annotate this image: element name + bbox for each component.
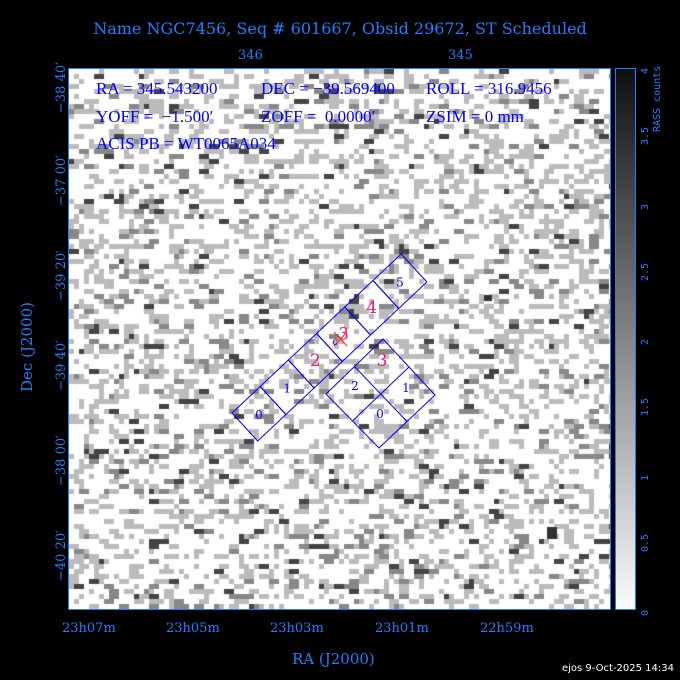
chip-label: 5 [396,275,404,289]
top-tick-label: 345 [448,48,473,63]
aimpoint-cross-icon [333,331,348,347]
chip-label: 1 [283,381,291,395]
plot-title: Name NGC7456, Seq # 601667, Obsid 29672,… [93,19,587,38]
y-tick-label: −37 00′ [54,154,69,206]
y-tick-label: −39 40′ [54,339,69,391]
x-tick-label: 23h01m [375,621,429,636]
chip-label: 0 [255,408,263,422]
dec-value: DEC = −39.569400 [261,79,395,98]
chip-label: 4 [366,298,377,318]
colorbar-tick-label: 3 [640,203,651,210]
chip-label: 1 [402,381,410,395]
aimpoint-label: c [332,337,338,348]
footer-timestamp: ejos 9-Oct-2025 14:34 [561,663,674,674]
chip-label: 3 [377,351,388,371]
acis-i-divider [352,366,410,422]
ra-value: RA = 345.543200 [96,79,218,98]
colorbar-tick-label: 1.5 [640,398,651,417]
zoff-value: ZOFF = 0.0000′ [261,107,376,126]
roll-value: ROLL = 316.9456 [426,79,552,98]
colorbar-tick-label: 4 [640,67,651,74]
y-tick-label: −38 40′ [54,61,69,113]
colorbar-tick-label: 0.5 [640,533,651,552]
y-tick-label: −38 00′ [54,434,69,486]
chip-label: 0 [376,407,384,421]
acis-i-array [325,338,436,449]
rass-background-image [69,69,610,609]
x-tick-label: 22h59m [480,621,534,636]
chip-label: 2 [351,379,359,393]
x-axis-label: RA (J2000) [292,650,375,668]
acis-pb-value: ACIS PB = WT0065A034 [96,134,276,153]
yoff-value: YOFF = −1.500′ [96,107,214,126]
colorbar [615,68,636,610]
chip-label: 3 [338,324,349,344]
colorbar-tick-label: 2.5 [640,262,651,281]
colorbar-tick-label: 2 [640,338,651,345]
top-tick-label: 346 [238,48,263,63]
chip-label: 2 [310,351,321,371]
zsim-value: ZSIM = 0 mm [426,107,524,126]
y-tick-label: −39 20′ [54,249,69,301]
x-tick-label: 23h05m [166,621,220,636]
colorbar-tick-label: 1 [640,474,651,481]
y-tick-label: −40 20′ [54,529,69,581]
x-tick-label: 23h07m [62,621,116,636]
y-axis-label: Dec (J2000) [18,302,36,392]
colorbar-tick-label: 0 [640,609,651,616]
x-tick-label: 23h03m [270,621,324,636]
acis-s-chip [372,253,428,310]
acis-i-divider [354,366,408,422]
colorbar-label: RASS counts [652,65,663,132]
colorbar-tick-label: 3.5 [640,127,651,146]
